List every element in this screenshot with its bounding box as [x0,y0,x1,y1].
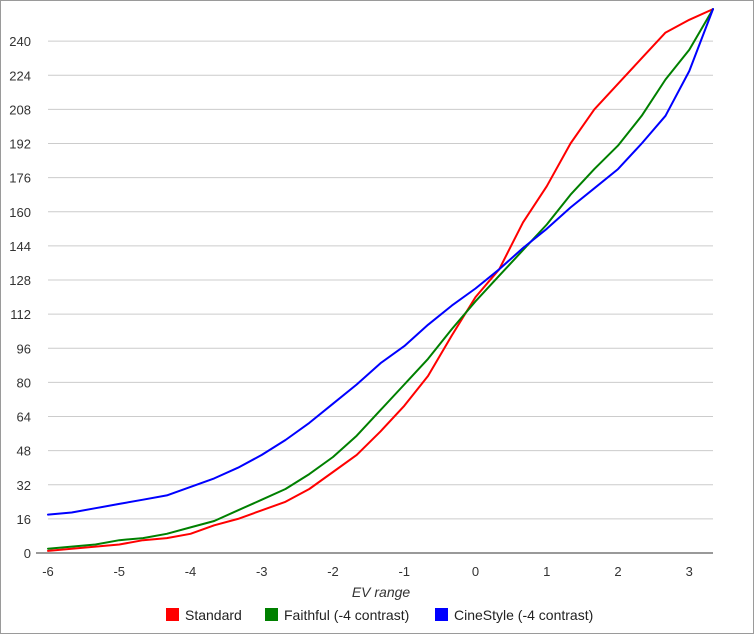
y-tick-label: 16 [17,512,31,527]
series-line-1 [47,8,714,552]
y-tick-label: 48 [17,444,31,459]
x-tick-label: -2 [327,564,339,579]
legend-item-3[interactable]: CineStyle (-4 contrast) [435,607,593,623]
legend-label: CineStyle (-4 contrast) [454,607,593,623]
series-line-2 [47,8,714,550]
x-tick-label: 3 [686,564,693,579]
y-tick-labels: 0 16 32 48 64 80 96 112 128 144 160 176 192 208 224 240 [9,34,31,561]
legend-item-1[interactable]: Standard [166,607,242,623]
legend-label: Standard [185,607,242,623]
y-tick-label: 176 [9,171,31,186]
y-tick-label: 0 [24,546,31,561]
x-tick-label: -3 [256,564,268,579]
legend-swatch [166,608,179,621]
legend[interactable]: Standard Faithful (-4 contrast) CineStyle … [166,607,593,623]
x-tick-label: -5 [113,564,125,579]
y-tick-label: 144 [9,239,31,254]
x-axis-title: EV range [352,584,411,600]
y-tick-label: 96 [17,341,31,356]
y-tick-label: 208 [9,102,31,117]
y-tick-label: 224 [9,68,31,83]
legend-label: Faithful (-4 contrast) [284,607,409,623]
x-tick-label: 0 [472,564,479,579]
series-lines [47,8,714,552]
x-tick-label: 2 [614,564,621,579]
y-tick-label: 240 [9,34,31,49]
y-tick-label: 80 [17,375,31,390]
y-tick-label: 112 [10,307,31,322]
legend-swatch [265,608,278,621]
x-tick-label: -1 [398,564,410,579]
x-tick-label: -4 [185,564,197,579]
x-tick-label: 1 [543,564,550,579]
y-tick-label: 128 [9,273,31,288]
y-tick-label: 32 [17,478,31,493]
x-tick-labels: -6 -5 -4 -3 -2 -1 0 1 2 3 [42,564,693,579]
legend-item-2[interactable]: Faithful (-4 contrast) [265,607,409,623]
legend-swatch [435,608,448,621]
x-tick-label: -6 [42,564,54,579]
y-tick-label: 64 [17,410,31,425]
series-line-3 [47,8,714,516]
y-tick-label: 192 [9,137,31,152]
y-tick-label: 160 [9,205,31,220]
gridlines [48,40,713,520]
